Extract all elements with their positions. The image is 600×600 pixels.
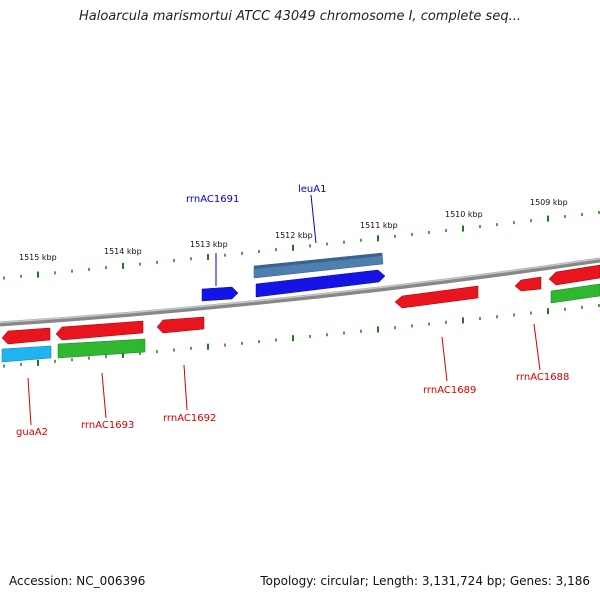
chromosome-backbone-highlight xyxy=(0,257,600,324)
gene-guaA2[interactable]: guaA2 xyxy=(1,327,52,438)
gene-leuA1[interactable]: leuA1 xyxy=(253,184,386,298)
chromosome-backbone xyxy=(0,257,600,327)
gene-rrnAC1693[interactable]: rrnAC1693 xyxy=(55,320,146,431)
scale-label: 1514 kbp xyxy=(104,247,142,256)
gene-label-rrnAC1689[interactable]: rrnAC1689 xyxy=(423,385,476,396)
gene-rrnAC1689[interactable]: rrnAC1689 xyxy=(394,285,479,396)
scale-label: 1513 kbp xyxy=(190,240,228,249)
topology-summary: Topology: circular; Length: 3,131,724 bp… xyxy=(260,574,590,588)
gene-label-rrnAC1692[interactable]: rrnAC1692 xyxy=(163,413,216,424)
gene-rrnAC1688[interactable]: rrnAC1688 xyxy=(514,264,600,383)
scale-label: 1515 kbp xyxy=(19,253,57,262)
gene-label-leuA1[interactable]: leuA1 xyxy=(298,184,326,195)
scale-label: 1512 kbp xyxy=(275,231,313,240)
accession-text: Accession: NC_006396 xyxy=(9,574,146,588)
gene-rrnAC1692[interactable]: rrnAC1692 xyxy=(156,316,216,424)
map-title: Haloarcula marismortui ATCC 43049 chromo… xyxy=(79,9,521,24)
upper-scale-ruler xyxy=(3,211,600,280)
gene-label-rrnAC1691[interactable]: rrnAC1691 xyxy=(186,194,239,205)
gene-rrnAC1691[interactable]: rrnAC1691 xyxy=(186,194,239,302)
gene-label-rrnAC1693[interactable]: rrnAC1693 xyxy=(81,420,134,431)
scale-label: 1510 kbp xyxy=(445,210,483,219)
gene-label-guaA2[interactable]: guaA2 xyxy=(16,427,48,438)
scale-label: 1511 kbp xyxy=(360,221,398,230)
gene-label-rrnAC1688[interactable]: rrnAC1688 xyxy=(516,372,569,383)
scale-label: 1509 kbp xyxy=(530,198,568,207)
